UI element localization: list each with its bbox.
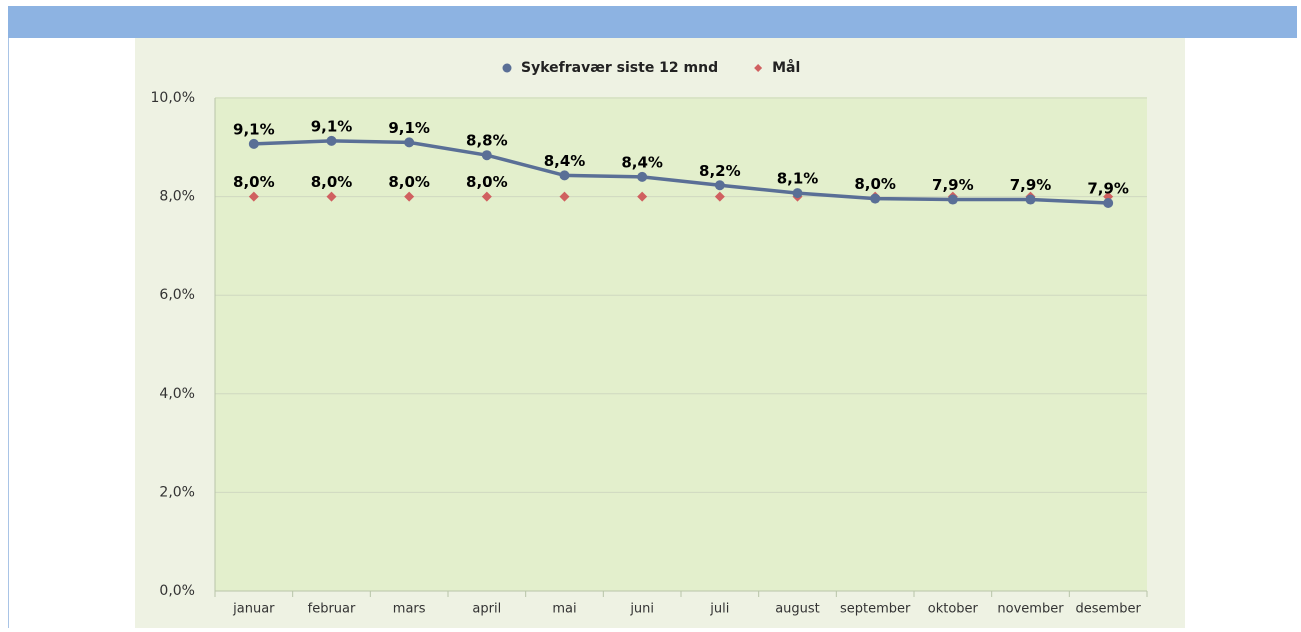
header-bar [8,6,1297,38]
y-tick-label: 4,0% [159,386,195,402]
data-label: 8,0% [233,173,275,191]
goal-marker [404,191,415,202]
goal-marker [637,191,648,202]
legend-label: Mål [772,59,800,76]
data-label: 8,0% [466,173,508,191]
data-label: 8,4% [544,152,586,170]
legend-swatch [754,64,763,72]
x-tick-label: oktober [928,602,979,617]
data-label: 7,9% [1010,176,1052,194]
line-marker [1025,194,1036,205]
data-label: 9,1% [233,120,275,138]
legend-label: Sykefravær siste 12 mnd [521,60,718,76]
line-marker [637,171,648,182]
series-line [253,139,1109,205]
line-marker [248,138,259,149]
plot-area [215,97,1147,591]
goal-marker [248,191,259,202]
goal-marker [481,191,492,202]
line-marker [870,193,881,204]
x-tick-label: september [840,602,911,617]
x-tick-label: april [472,602,501,617]
x-tick-label: februar [308,602,356,617]
data-label: 7,9% [1087,180,1129,198]
goal-marker [714,191,725,202]
y-tick-label: 6,0% [159,287,195,303]
y-tick-label: 2,0% [159,484,195,500]
x-tick-label: desember [1076,602,1142,617]
goal-marker [559,191,570,202]
y-tick-label: 8,0% [159,189,195,205]
data-label: 8,0% [311,173,353,191]
line-marker [714,180,725,191]
line-marker [947,194,958,205]
line-marker [792,188,803,199]
y-tick-label: 10,0% [151,90,195,106]
data-label: 9,1% [388,119,430,137]
data-label: 8,4% [621,153,663,171]
data-label: 8,0% [854,175,896,193]
x-tick-label: mars [393,602,426,617]
line-marker [326,135,337,146]
y-tick-label: 0,0% [159,583,195,599]
x-tick-label: november [997,602,1064,617]
data-label: 8,1% [777,170,819,188]
x-tick-label: juli [709,602,729,617]
x-tick-label: januar [232,602,275,617]
data-label: 8,8% [466,132,508,150]
line-marker [1103,198,1114,209]
line-marker [481,150,492,161]
x-tick-label: mai [552,602,576,617]
line-marker [404,137,415,148]
line-marker [559,170,570,181]
data-label: 7,9% [932,176,974,194]
data-label: 8,2% [699,162,741,180]
goal-marker [326,191,337,202]
x-tick-label: juni [629,602,654,617]
data-label: 9,1% [311,117,353,135]
x-tick-label: august [775,602,820,617]
data-label: 8,0% [388,173,430,191]
legend-swatch [502,63,512,73]
